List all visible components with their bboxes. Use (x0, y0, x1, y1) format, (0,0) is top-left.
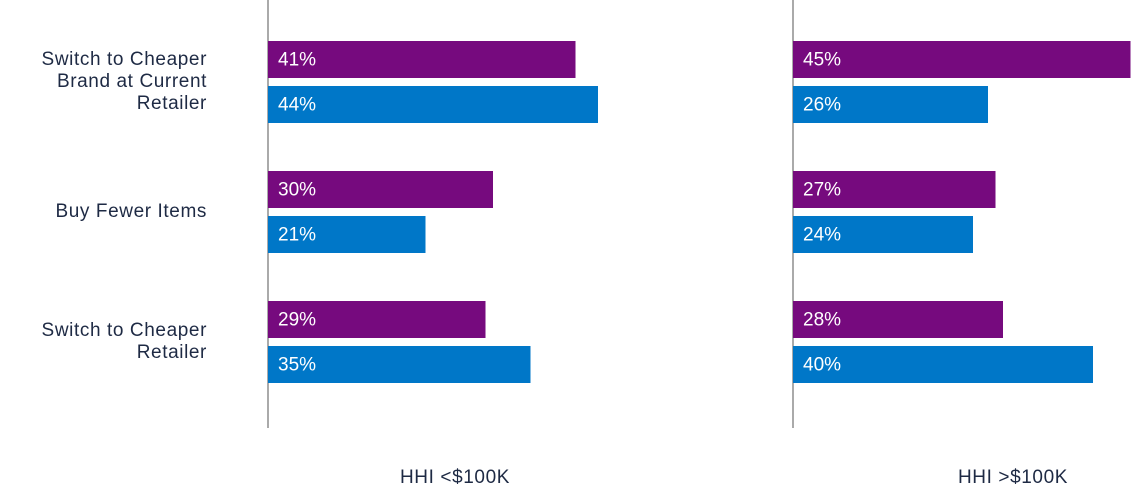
bar (268, 41, 576, 78)
category-label: Buy Fewer Items (55, 201, 207, 222)
value-label: 45% (803, 50, 841, 71)
bar (793, 216, 973, 253)
panel-title: HHI <$100K (400, 467, 510, 488)
category-label: Switch to Cheaper Retailer (41, 320, 207, 363)
panel-title: HHI >$100K (958, 467, 1068, 488)
bar (268, 216, 426, 253)
value-label: 27% (803, 180, 841, 201)
value-label: 26% (803, 95, 841, 116)
bar (793, 346, 1093, 383)
value-label: 41% (278, 50, 316, 71)
bar (793, 86, 988, 123)
value-label: 24% (803, 225, 841, 246)
bar (793, 171, 996, 208)
bar (268, 301, 486, 338)
value-label: 21% (278, 225, 316, 246)
value-label: 30% (278, 180, 316, 201)
bar (268, 86, 598, 123)
value-label: 29% (278, 310, 316, 331)
bar (793, 41, 1131, 78)
value-label: 44% (278, 95, 316, 116)
bar (793, 301, 1003, 338)
bar (268, 171, 493, 208)
value-label: 35% (278, 355, 316, 376)
bar (268, 346, 531, 383)
category-label: Switch to Cheaper Brand at Current Retai… (41, 49, 207, 114)
value-label: 28% (803, 310, 841, 331)
value-label: 40% (803, 355, 841, 376)
